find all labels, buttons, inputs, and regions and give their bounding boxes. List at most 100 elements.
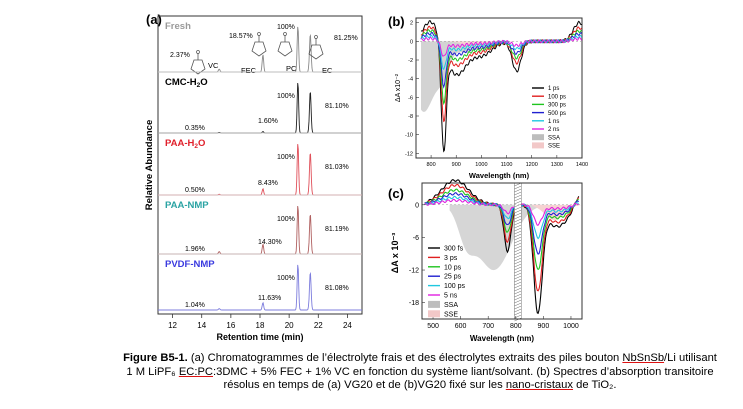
panel-b-series-curve <box>420 36 583 57</box>
caption-term-1: NbSnSb <box>622 352 665 364</box>
pct-vc: 1.04% <box>185 302 205 309</box>
panel-b-curves <box>420 20 583 153</box>
pct-vc: 0.35% <box>185 125 205 132</box>
panel-a-xtick-label: 20 <box>285 321 294 330</box>
hatch-line <box>514 185 522 190</box>
ring <box>190 59 206 75</box>
panel-b-ytick-label: -8 <box>408 114 413 120</box>
hatch-line <box>514 281 522 286</box>
hatch-line <box>514 218 522 223</box>
panel-b-ytick-label: 2 <box>410 21 413 27</box>
hatch-line <box>514 275 522 280</box>
panel-a-chromatograms: (a) Relative Abundance Retention time (m… <box>144 12 363 342</box>
panel-b-ssa-fill <box>421 41 522 112</box>
panel-a-xtick-label: 12 <box>168 321 177 330</box>
panel-c-axes: 500 600 700 800 900 1000 0 -6 -12 -18 <box>409 202 582 330</box>
panel-b-label: (b) <box>388 14 405 29</box>
panel-b-legend: 1 ps 100 ps 300 ps 500 ps 1 ns 2 ns SSA SSE <box>532 86 566 150</box>
sample-name: Fresh <box>165 21 191 32</box>
panel-b-xtick-label: 1000 <box>475 162 487 168</box>
legend-label: 100 ps <box>444 283 466 290</box>
chromatogram-row: PVDF-NMP 1.04% 11.63% 100% 81.08% <box>158 253 362 311</box>
legend-label: 2 ns <box>548 127 559 133</box>
pct-ec: 81.25% <box>334 35 358 42</box>
subscript: 2 <box>194 143 198 150</box>
legend-swatch <box>428 310 440 318</box>
pct-ec: 81.08% <box>325 285 349 292</box>
legend-label: 300 ps <box>548 103 566 109</box>
label-vc: VC <box>208 61 219 70</box>
panel-c-series-curve <box>424 198 579 226</box>
legend-label: SSE <box>548 144 560 150</box>
hatch-line <box>514 239 522 244</box>
hatch-line <box>514 305 522 310</box>
panel-c-xtick-label: 500 <box>427 323 439 330</box>
hatch-line <box>514 227 522 232</box>
panel-c-xtick-label: 800 <box>510 323 522 330</box>
panel-c-hatched-band <box>514 182 522 322</box>
legend-label: SSA <box>444 302 458 309</box>
hatch-line <box>514 299 522 304</box>
oxygen <box>196 50 200 54</box>
pc-structure <box>277 32 293 57</box>
legend-swatch <box>532 134 544 141</box>
legend-label: 1 ps <box>548 86 559 92</box>
oxygen <box>283 32 287 36</box>
hatch-line <box>514 221 522 226</box>
legend-label: SSA <box>548 135 560 141</box>
hatch-line <box>514 266 522 271</box>
panel-b-ytick-label: -4 <box>408 77 413 83</box>
legend-label: 100 ps <box>548 94 566 100</box>
chromatogram-row: CMC-H2O 0.35% 1.60% 100% 81.10% <box>158 71 362 134</box>
sample-name: CMC-H2O <box>165 77 208 89</box>
panel-c-curves <box>424 178 580 315</box>
subscript-tail: O <box>198 138 205 149</box>
hatch-line <box>514 257 522 262</box>
panel-c-xtick-label: 700 <box>482 323 494 330</box>
panel-c-ylabel: ΔA x 10⁻³ <box>390 233 400 273</box>
panel-a-xtick-label: 16 <box>226 321 235 330</box>
hatch-line <box>514 245 522 250</box>
legend-label: 25 ps <box>444 274 462 281</box>
legend-label: SSE <box>444 311 458 318</box>
hatch-line <box>514 269 522 274</box>
pct-ec: 81.10% <box>325 103 349 110</box>
subscript-tail: O <box>200 77 207 88</box>
panel-a-xtick-label: 24 <box>343 321 352 330</box>
panel-b-xtick-label: 900 <box>452 162 461 168</box>
hatch-line <box>514 278 522 283</box>
panel-b-axes: 800 900 1000 1100 1200 1300 1400 2 0 -2 -4 -6 -8 -10 -… <box>405 21 588 168</box>
hatch-line <box>514 260 522 265</box>
panel-c-ytick-label: 0 <box>415 202 419 209</box>
chromatogram-row: PAA-H2O 0.50% 8.43% 100% 81.03% <box>158 132 362 196</box>
caption-term-3: nano-cristaux <box>505 379 573 392</box>
panel-b-ytick-label: -10 <box>405 133 413 139</box>
hatch-line <box>514 302 522 307</box>
legend-swatch <box>428 300 440 308</box>
legend-label: 5 ns <box>444 293 458 300</box>
panel-c-series-curve <box>424 192 579 255</box>
caption-text-2: /Li utilisant 1 M LiPF₆ <box>126 352 717 378</box>
pct-fec: 8.43% <box>258 180 278 187</box>
caption-text-1: (a) Chromatogrammes de l’électrolyte fra… <box>187 352 623 364</box>
hatch-line <box>514 287 522 292</box>
hatch-line <box>514 209 522 214</box>
hatch-line <box>514 194 522 199</box>
panel-b-xtick-label: 1100 <box>501 162 513 168</box>
panel-c-frame <box>421 182 583 320</box>
hatch-line <box>514 233 522 238</box>
panel-a-xticks: 12 14 16 18 20 22 24 <box>168 314 352 330</box>
panel-b-frame <box>415 17 583 159</box>
panel-c-label: (c) <box>388 186 404 201</box>
panel-b-ytick-label: -2 <box>408 58 413 64</box>
panel-a-label: (a) <box>146 12 162 27</box>
pct-fec: 1.60% <box>258 118 278 125</box>
panel-b-spectra: (b) 800 900 1000 1100 1200 1300 1400 2 0 -2 -4 -6 -8… <box>388 14 588 180</box>
hatch-line <box>514 206 522 211</box>
panel-b-xtick-label: 1400 <box>576 162 588 168</box>
hatch-line <box>514 248 522 253</box>
hatch-line <box>514 263 522 268</box>
sample-name: PAA-NMP <box>165 200 209 211</box>
